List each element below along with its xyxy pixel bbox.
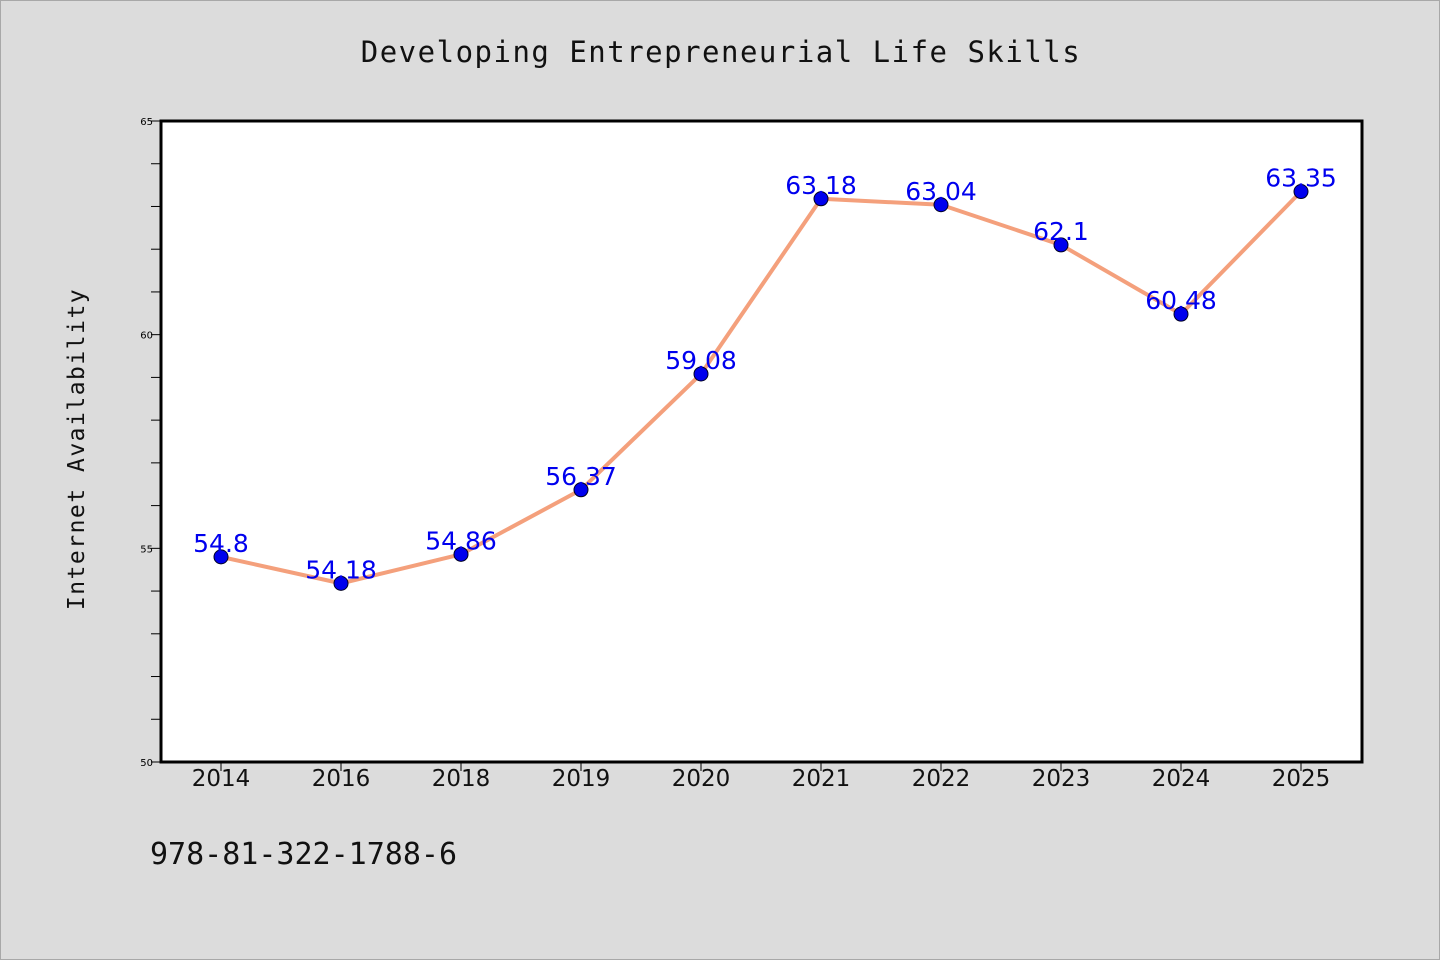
data-label: 62.1 — [1033, 217, 1089, 246]
isbn-label: 978-81-322-1788-6 — [150, 837, 458, 872]
y-tick-label: 50 — [140, 758, 153, 769]
y-tick-label: 65 — [140, 117, 153, 128]
data-label: 54.8 — [193, 529, 249, 558]
data-point — [573, 482, 589, 498]
chart-title: Developing Entrepreneurial Life Skills — [360, 35, 1082, 69]
data-label: 63.35 — [1265, 164, 1337, 193]
data-label: 54.86 — [425, 526, 497, 555]
x-tick-label: 2021 — [792, 766, 851, 792]
data-label: 63.18 — [785, 171, 857, 200]
series-line — [219, 189, 1303, 586]
data-point — [1053, 237, 1069, 253]
y-tick-label: 60 — [140, 331, 153, 342]
data-point — [333, 575, 349, 591]
x-tick-label: 2019 — [552, 766, 611, 792]
data-label: 63.04 — [905, 177, 977, 206]
data-point — [693, 366, 709, 382]
x-tick-label: 2016 — [312, 766, 371, 792]
x-tick-label: 2024 — [1152, 766, 1211, 792]
data-point — [813, 191, 829, 207]
data-point — [453, 546, 469, 562]
x-tick-label: 2023 — [1032, 766, 1091, 792]
x-tick-label: 2022 — [912, 766, 971, 792]
data-label: 54.18 — [305, 555, 377, 584]
x-tick-label: 2025 — [1272, 766, 1331, 792]
data-label: 59.08 — [665, 346, 737, 375]
data-point — [1173, 306, 1189, 322]
data-point — [933, 197, 949, 213]
x-tick-label: 2020 — [672, 766, 731, 792]
plot-area — [159, 119, 1364, 764]
x-tick-label: 2018 — [432, 766, 491, 792]
data-label: 56.37 — [545, 462, 617, 491]
data-label: 60.48 — [1145, 286, 1217, 315]
y-tick-label: 55 — [140, 544, 153, 555]
data-point — [1293, 184, 1309, 200]
data-point — [213, 549, 229, 565]
x-tick-label: 2014 — [192, 766, 251, 792]
